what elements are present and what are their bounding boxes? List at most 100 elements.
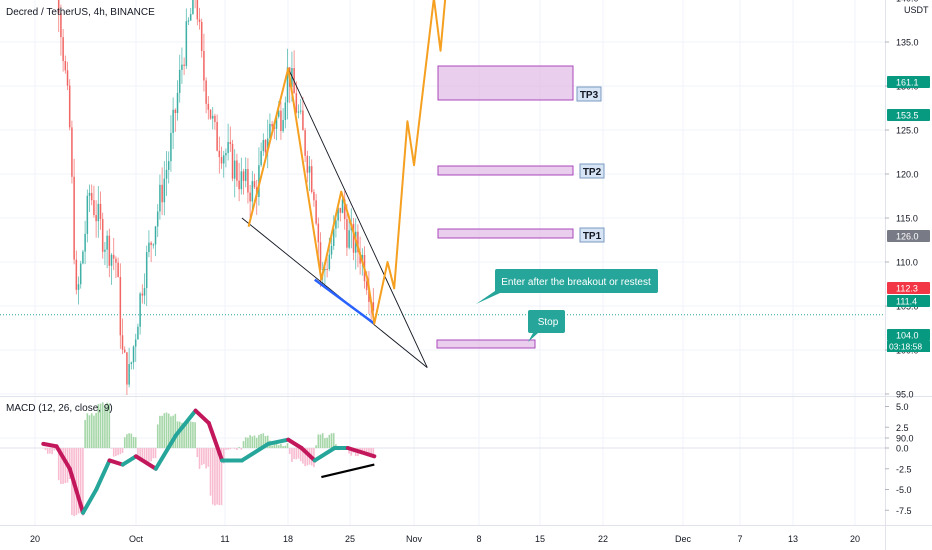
- macd-histogram-bar: [49, 448, 51, 454]
- entry-callout-box[interactable]: [476, 269, 658, 304]
- macd-histogram-bar: [282, 446, 284, 448]
- price-badge: [887, 230, 930, 242]
- candle-body: [97, 203, 100, 222]
- candle-body: [152, 244, 155, 246]
- candle-body: [139, 293, 141, 327]
- macd-histogram-bar: [57, 448, 60, 481]
- candle-body: [106, 235, 108, 250]
- macd-histogram-bar: [60, 448, 62, 484]
- macd-histogram-bar: [207, 448, 210, 467]
- candle-body: [123, 349, 126, 353]
- price-badge-text: 111.4: [896, 297, 917, 307]
- candle-body: [308, 166, 311, 173]
- candle-body: [130, 362, 133, 365]
- macd-histogram-bar: [121, 448, 124, 453]
- macd-histogram-bar: [249, 435, 251, 448]
- macd-histogram-bar: [365, 448, 368, 455]
- macd-ribbon-segment: [319, 446, 337, 459]
- macd-histogram-bar: [236, 448, 238, 450]
- candle-body: [178, 69, 181, 93]
- candle-body: [143, 288, 146, 296]
- macd-histogram-bar: [275, 443, 278, 448]
- tp1-zone[interactable]: [437, 228, 574, 239]
- candle-body: [253, 181, 256, 188]
- candle-body: [339, 207, 342, 213]
- candle-body: [328, 254, 331, 270]
- macd-histogram-bar: [44, 448, 47, 451]
- candle-body: [172, 109, 174, 133]
- time-axis-ticks: 20 Oct 11 18 25 Nov 8 15 22 Dec 7 13 20: [30, 534, 860, 544]
- candle-body: [326, 269, 328, 271]
- macd-histogram-bar: [189, 421, 192, 448]
- macd-ribbon-segment: [107, 458, 125, 467]
- macd-histogram-bar: [178, 421, 181, 448]
- candle-body: [66, 70, 69, 86]
- candle-body: [209, 109, 212, 119]
- candle-body: [101, 218, 104, 252]
- macd-histogram-bar: [247, 437, 249, 448]
- candle-body: [108, 235, 111, 266]
- tp3-zone[interactable]: [437, 65, 574, 101]
- candle-body: [343, 199, 346, 220]
- macd-histogram-bar: [185, 421, 188, 448]
- macd-histogram-bar: [42, 448, 45, 449]
- candle-body: [126, 352, 128, 385]
- macd-histogram-bar: [170, 416, 172, 448]
- candle-body: [341, 199, 344, 213]
- candle-body: [185, 21, 188, 66]
- candle-body: [79, 263, 82, 285]
- candle-body: [176, 92, 179, 114]
- candle-body: [264, 139, 267, 153]
- macd-histogram-bar: [150, 448, 152, 462]
- projection-path[interactable]: [247, 0, 461, 325]
- macd-divergence-line[interactable]: [321, 463, 375, 479]
- macd-histogram-bar: [291, 448, 293, 462]
- macd-ribbon-segment: [67, 466, 86, 515]
- candle-body: [262, 139, 265, 152]
- macd-histogram-bar: [62, 448, 64, 484]
- candle-body: [198, 19, 201, 22]
- candle-body: [95, 215, 97, 222]
- candle-body: [99, 203, 102, 219]
- macd-histogram-bar: [253, 435, 256, 448]
- candle-body: [145, 252, 148, 289]
- candle-body: [75, 259, 78, 290]
- macd-histogram-bar: [348, 448, 350, 454]
- macd-histogram-bar: [165, 412, 168, 448]
- candle-body: [137, 326, 139, 340]
- candle-body: [335, 220, 337, 229]
- price-tick-label: 95.0: [896, 390, 914, 400]
- time-tick-label: Nov: [406, 534, 423, 544]
- macd-histogram-bar: [84, 419, 86, 448]
- stop-callout-box[interactable]: [528, 310, 565, 342]
- price-badges: 161.1 153.5 126.0 112.3 111.4 104.003:18:58: [887, 76, 930, 352]
- macd-ribbon-segment: [193, 408, 211, 426]
- candle-body: [291, 68, 293, 87]
- macd-histogram-bar: [139, 448, 141, 462]
- macd-histogram-bar: [95, 412, 97, 448]
- macd-histogram-bar: [286, 443, 289, 448]
- candle-body: [216, 121, 218, 151]
- wedge-upper-line[interactable]: [287, 68, 428, 368]
- tp2-zone[interactable]: [437, 165, 574, 176]
- macd-ribbon-segment: [286, 437, 304, 450]
- macd-histogram-bar: [277, 445, 280, 448]
- macd-histogram-bar: [46, 448, 49, 454]
- tp1-label: TP1: [583, 231, 602, 242]
- stop-zone[interactable]: [436, 339, 536, 349]
- price-tick-label: 135.0: [896, 38, 919, 48]
- macd-histogram-bar: [266, 435, 269, 448]
- macd-histogram-bar: [137, 448, 139, 457]
- candle-body: [112, 254, 115, 259]
- support-segment[interactable]: [313, 278, 376, 325]
- macd-histogram-bar: [363, 448, 366, 453]
- candle-body: [240, 171, 243, 190]
- stop-callout-text: Stop: [538, 317, 559, 328]
- entry-callout-text: Enter after the breakout or restest: [501, 277, 651, 288]
- candle-body: [71, 127, 73, 177]
- macd-ribbon-segment: [239, 441, 271, 463]
- macd-ribbon-segment: [54, 444, 72, 471]
- macd-histogram-bar: [53, 448, 56, 451]
- macd-histogram-bar: [203, 448, 205, 465]
